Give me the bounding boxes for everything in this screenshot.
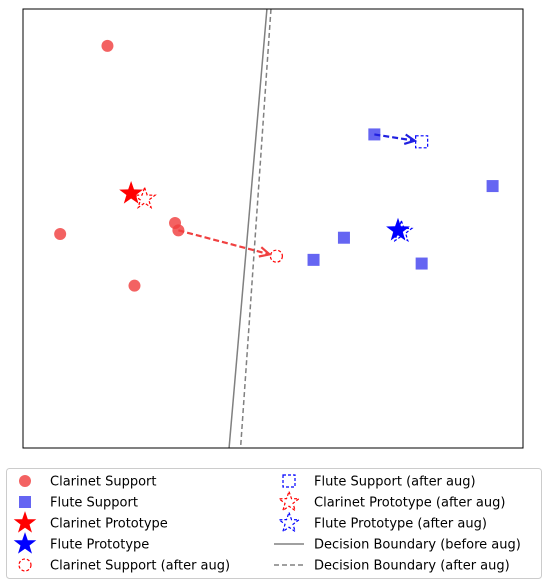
augmentation-arrowhead-1 (258, 246, 273, 258)
legend-marker-clarinet-prototype (13, 511, 37, 533)
legend-label-flute-prototype: Flute Prototype (50, 538, 149, 553)
legend-item-clarinet-prototype-after-aug: Clarinet Prototype (after aug) (277, 489, 505, 512)
plot-area (23, 9, 523, 448)
legend-frame (6, 468, 542, 579)
legend-item-decision-boundary-before-aug: Decision Boundary (before aug) (274, 538, 521, 553)
flute-support-point-3 (415, 257, 428, 270)
decision-boundary-line-after (239, 9, 272, 448)
legend-marker-flute-prototype (13, 532, 37, 554)
clarinet-prototype-after-aug-point-1 (132, 185, 157, 209)
legend-marker-flute-prototype-after-aug (277, 510, 301, 533)
flute-prototype-point-1 (386, 217, 410, 241)
legend-label-flute-prototype-after-aug: Flute Prototype (after aug) (314, 517, 487, 532)
augmentation-arrowhead-2 (403, 133, 418, 145)
legend-item-decision-boundary-after-aug: Decision Boundary (after aug) (274, 559, 510, 574)
legend-item-clarinet-support-after-aug: Clarinet Support (after aug) (18, 558, 230, 574)
legend-item-flute-prototype-after-aug: Flute Prototype (after aug) (277, 510, 487, 533)
legend-label-clarinet-support-after-aug: Clarinet Support (after aug) (50, 559, 230, 574)
legend-marker-clarinet-support-after-aug (18, 558, 32, 572)
clarinet-support-point-3 (128, 279, 141, 292)
plot-frame (22, 8, 524, 449)
flute-support-point-2 (486, 180, 499, 193)
clarinet-support-point-1 (101, 39, 114, 52)
legend-item-flute-support: Flute Support (19, 496, 138, 511)
legend-label-clarinet-prototype: Clarinet Prototype (50, 517, 168, 532)
legend-marker-clarinet-support (19, 475, 31, 487)
legend-label-flute-support-after-aug: Flute Support (after aug) (314, 475, 476, 490)
augmentation-arrow-1 (178, 229, 270, 256)
legend-item-clarinet-prototype: Clarinet Prototype (13, 511, 168, 533)
flute-support-point-5 (307, 253, 320, 266)
legend-label-clarinet-support: Clarinet Support (50, 475, 156, 490)
legend-label-decision-boundary-after-aug: Decision Boundary (after aug) (314, 559, 510, 574)
augmentation-arrow-2 (374, 133, 415, 142)
flute-support-point-4 (337, 231, 350, 244)
legend-item-clarinet-support: Clarinet Support (19, 475, 156, 490)
flute-support-after-aug-point-1 (415, 135, 429, 149)
legend-item-flute-support-after-aug: Flute Support (after aug) (282, 474, 476, 490)
legend-label-flute-support: Flute Support (50, 496, 138, 511)
clarinet-support-point-2 (54, 228, 67, 241)
decision-boundary-line-before (228, 9, 268, 448)
legend-item-flute-prototype: Flute Prototype (13, 532, 149, 554)
legend-marker-flute-support (19, 496, 31, 508)
legend-marker-clarinet-prototype-after-aug (277, 489, 301, 512)
legend-label-clarinet-prototype-after-aug: Clarinet Prototype (after aug) (314, 496, 505, 511)
clarinet-support-after-aug-point-1 (269, 249, 283, 263)
clarinet-prototype-point-1 (119, 181, 143, 204)
flute-prototype-after-aug-point-1 (389, 218, 414, 243)
legend-label-decision-boundary-before-aug: Decision Boundary (before aug) (314, 538, 521, 553)
legend-marker-flute-support-after-aug (282, 474, 296, 488)
